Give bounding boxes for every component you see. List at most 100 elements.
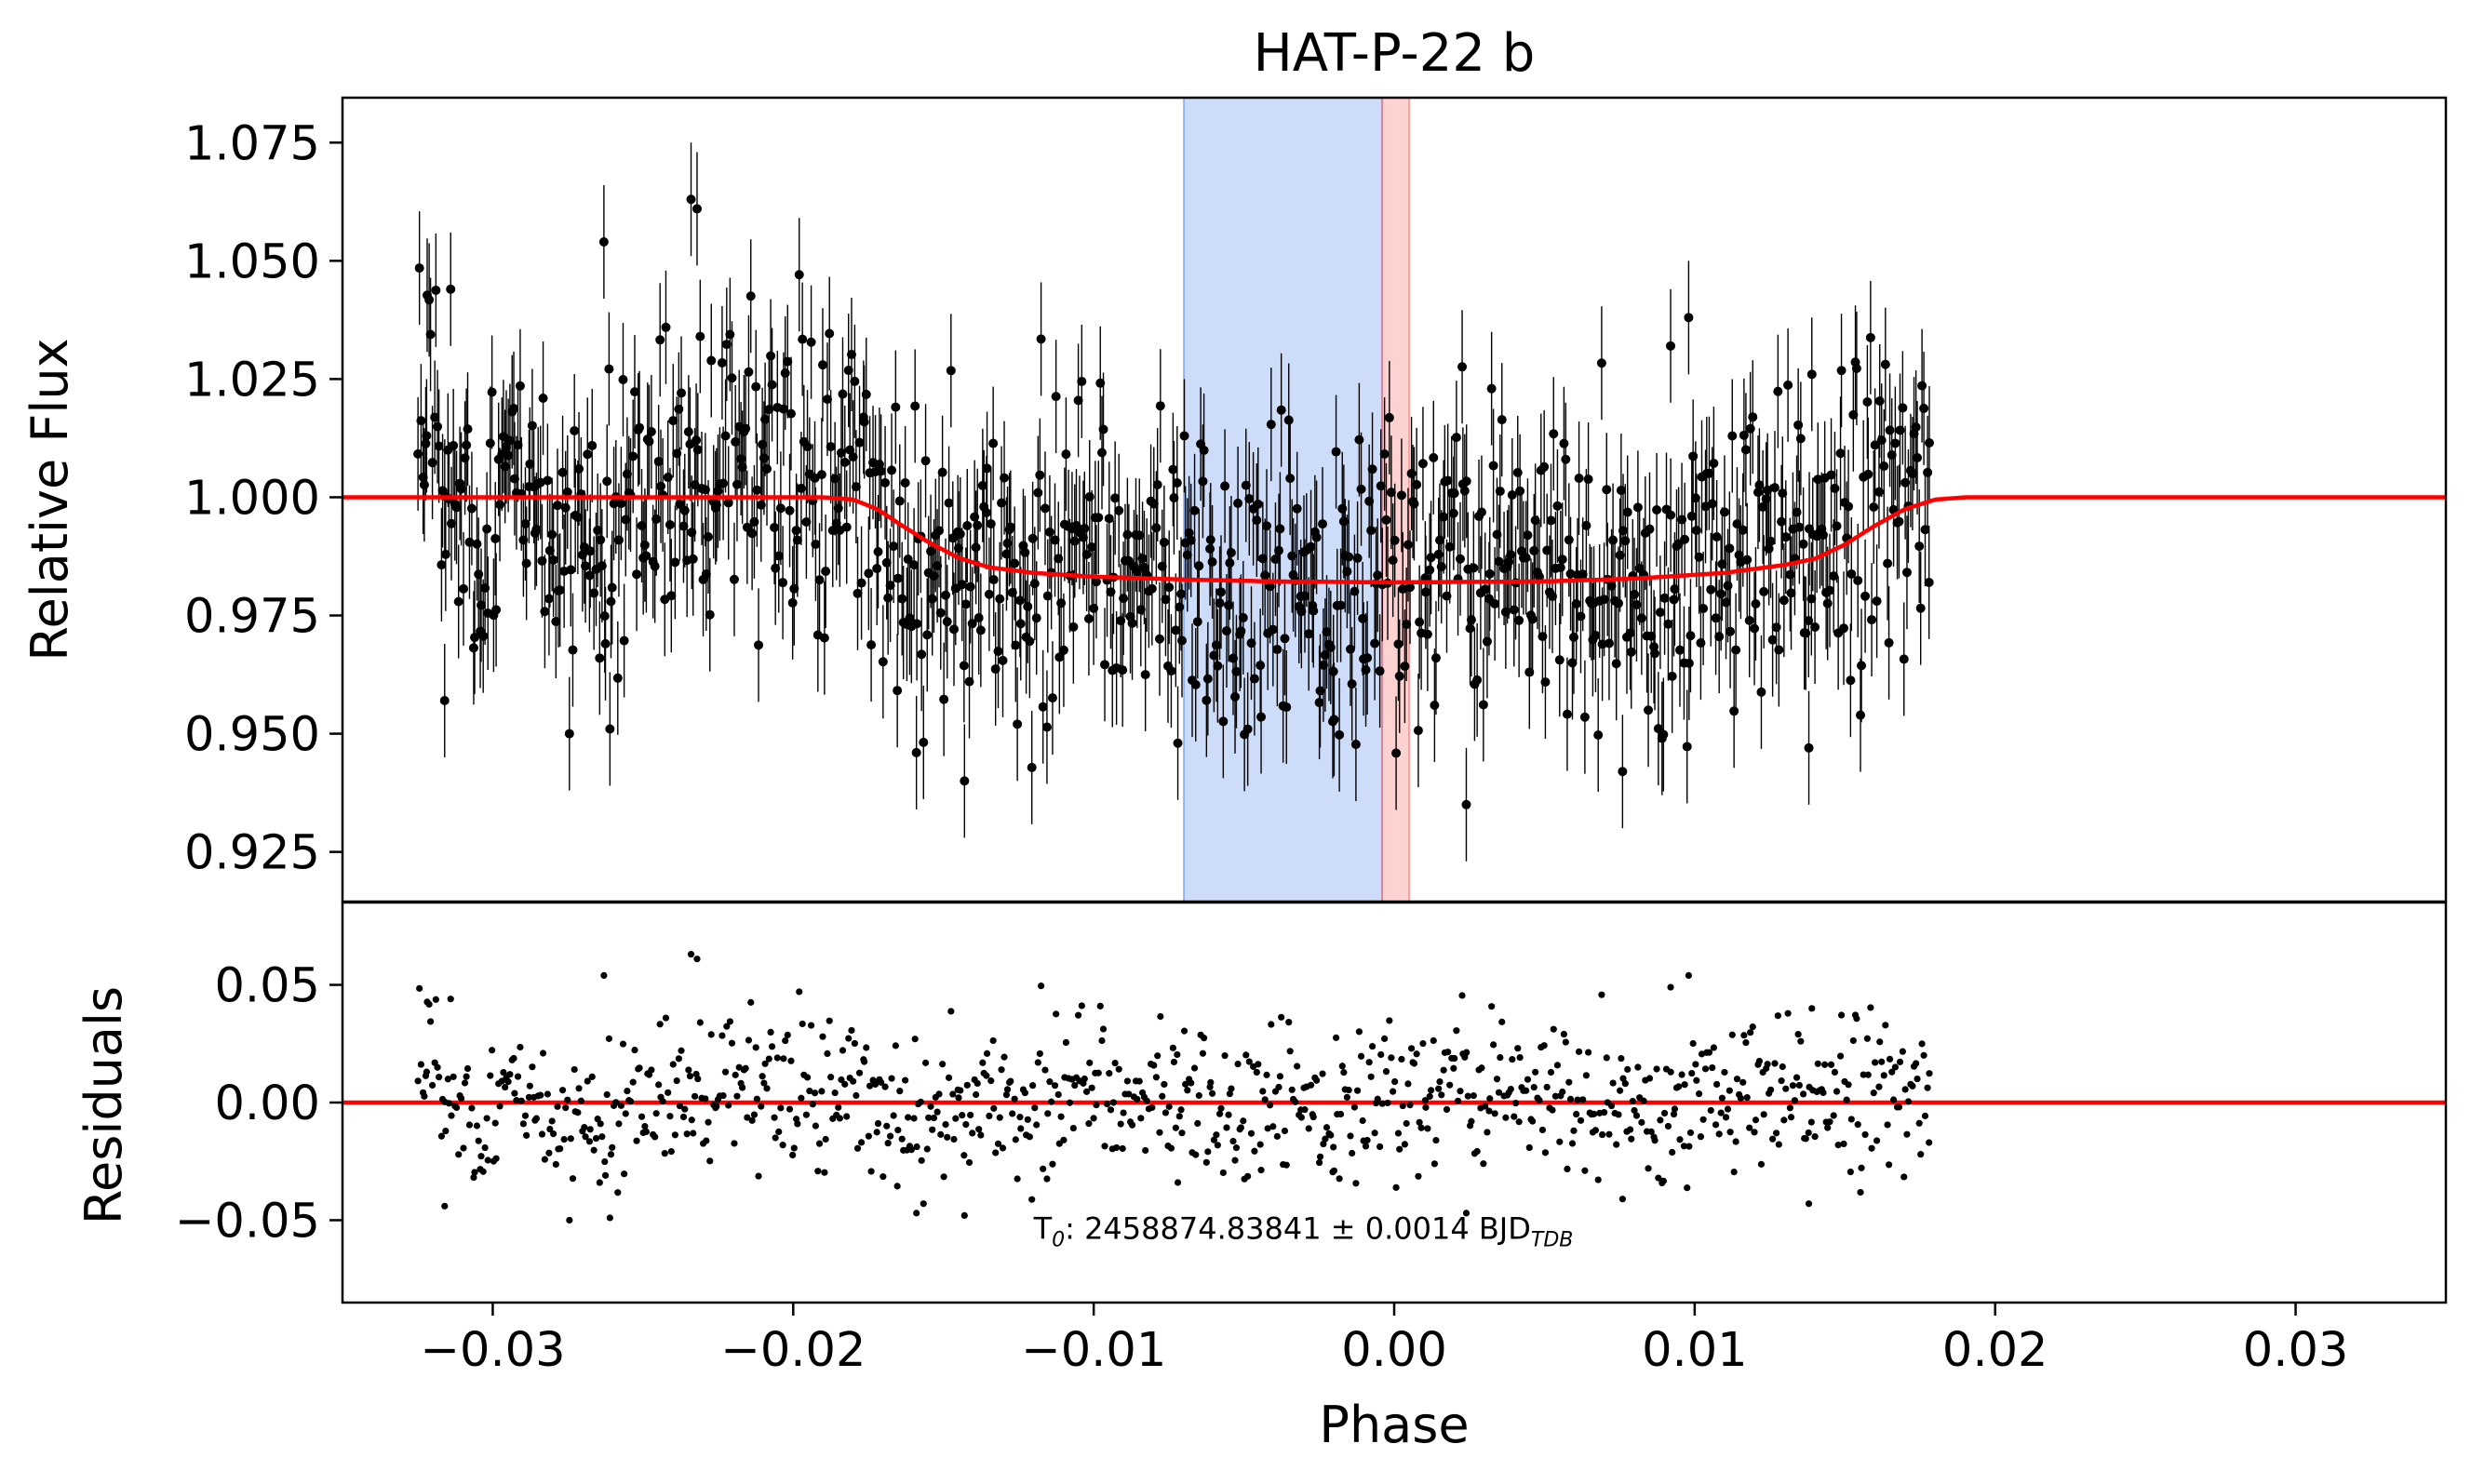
residual-point: [1845, 1081, 1852, 1089]
residual-point: [437, 1132, 446, 1140]
residual-point: [539, 1049, 547, 1057]
residual-point: [504, 1077, 512, 1086]
residual-point: [1281, 1127, 1289, 1135]
flux-point: [504, 450, 514, 461]
residual-point: [1401, 1141, 1409, 1148]
flux-point: [778, 404, 788, 414]
flux-point: [1876, 435, 1887, 446]
residual-point: [1553, 1062, 1562, 1069]
residual-point: [809, 1101, 816, 1108]
flux-point: [1042, 591, 1053, 601]
flux-point: [1252, 515, 1262, 526]
flux-point: [1226, 548, 1236, 558]
flux-point: [775, 503, 786, 514]
flux-point: [1785, 569, 1795, 580]
residual-point: [1802, 1135, 1809, 1143]
flux-point: [595, 653, 605, 663]
flux-point: [1829, 571, 1839, 582]
residual-point: [1432, 1136, 1440, 1144]
flux-point: [1241, 480, 1251, 490]
residual-point: [1021, 1090, 1028, 1097]
flux-point: [1798, 539, 1808, 549]
residual-point: [702, 1095, 709, 1103]
residual-point: [447, 996, 454, 1003]
flux-point: [1176, 635, 1187, 646]
flux-point: [839, 457, 850, 467]
residual-point: [1012, 1136, 1019, 1143]
chart-title: HAT-P-22 b: [1254, 23, 1536, 84]
flux-point: [997, 498, 1007, 508]
residual-point: [777, 1104, 785, 1112]
flux-point: [826, 442, 836, 452]
flux-point: [1014, 595, 1025, 606]
flux-point: [1329, 715, 1339, 725]
residual-point: [1669, 1148, 1676, 1156]
flux-point: [864, 568, 874, 579]
residual-point: [1659, 1177, 1667, 1184]
flux-point: [598, 237, 609, 247]
flux-point: [597, 561, 607, 571]
residual-point: [686, 1072, 694, 1080]
flux-point: [935, 608, 946, 618]
flux-point: [880, 477, 891, 488]
residual-point: [1034, 1059, 1041, 1066]
residual-point: [1210, 1136, 1217, 1143]
flux-point: [605, 724, 615, 734]
residual-point: [1697, 1133, 1705, 1141]
flux-point: [434, 441, 444, 451]
phase-tick-label: −0.03: [420, 1323, 565, 1378]
flux-point: [1734, 550, 1744, 560]
residual-point: [806, 1087, 813, 1095]
flux-point: [825, 328, 835, 339]
flux-point: [1819, 529, 1829, 540]
flux-point: [1507, 489, 1517, 500]
flux-tick-label: 0.925: [184, 826, 320, 881]
residual-point: [1921, 1112, 1929, 1119]
residual-point: [1524, 1076, 1532, 1083]
residual-point: [1755, 1057, 1764, 1065]
residual-point: [1264, 1125, 1271, 1132]
residual-point: [957, 1087, 964, 1094]
residual-point: [678, 1047, 685, 1054]
residual-point: [1016, 1114, 1024, 1121]
flux-point: [456, 484, 466, 494]
flux-point: [1652, 504, 1662, 515]
residual-point: [765, 1055, 772, 1063]
residual-point: [955, 1094, 962, 1102]
flux-point: [1336, 600, 1346, 610]
flux-point: [1379, 448, 1390, 459]
flux-point: [988, 575, 999, 585]
flux-point: [881, 557, 892, 568]
residual-point: [1190, 1064, 1199, 1072]
residual-point: [1525, 1143, 1533, 1152]
residual-point: [529, 1063, 536, 1071]
residual-point: [1784, 1009, 1792, 1017]
residual-point: [465, 1121, 474, 1129]
flux-point: [831, 518, 841, 528]
residual-point: [1362, 1143, 1370, 1150]
flux-point: [619, 635, 629, 646]
residual-point: [973, 1090, 980, 1099]
flux-point: [1228, 653, 1238, 663]
residual-point: [1547, 1068, 1555, 1076]
residual-point: [1926, 1139, 1933, 1146]
residual-point: [1920, 1051, 1927, 1059]
flux-point: [955, 528, 965, 539]
flux-point: [1161, 595, 1171, 605]
flux-point: [1529, 545, 1539, 555]
residual-point: [760, 1079, 768, 1087]
flux-point: [762, 463, 772, 474]
residual-point: [1178, 1130, 1186, 1137]
flux-point: [584, 570, 595, 581]
residual-point: [1184, 1087, 1191, 1094]
residual-point: [1509, 1056, 1516, 1063]
residual-point: [1359, 1116, 1366, 1125]
residual-point: [1685, 1143, 1693, 1150]
residual-point: [1398, 1055, 1405, 1063]
flux-point: [1490, 598, 1500, 608]
residual-point: [1667, 983, 1674, 991]
residual-point: [1074, 1011, 1082, 1019]
flux-point: [433, 421, 443, 432]
flux-point: [1497, 415, 1507, 425]
